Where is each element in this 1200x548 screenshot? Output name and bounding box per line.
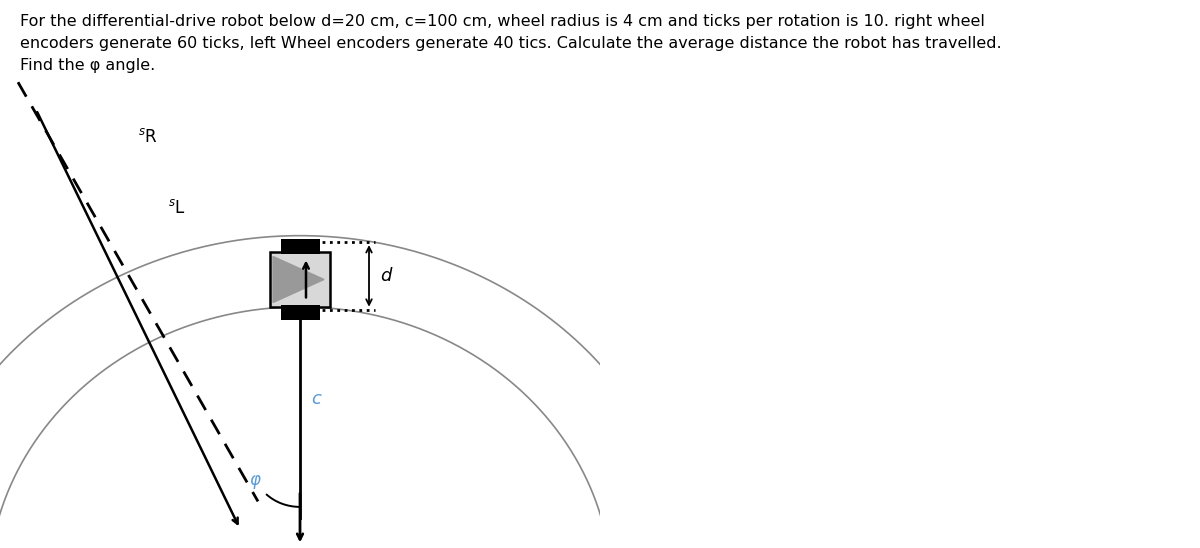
Bar <box>281 239 319 254</box>
Text: c: c <box>311 390 320 408</box>
Bar <box>281 305 319 320</box>
Text: d: d <box>379 267 391 285</box>
Bar <box>270 252 330 307</box>
Text: $^s$L: $^s$L <box>168 199 186 217</box>
Text: $\varphi$: $\varphi$ <box>248 473 262 491</box>
Text: $^s$R: $^s$R <box>138 128 158 146</box>
Text: For the differential-drive robot below d=20 cm, c=100 cm, wheel radius is 4 cm a: For the differential-drive robot below d… <box>20 14 1002 73</box>
Polygon shape <box>274 256 324 302</box>
